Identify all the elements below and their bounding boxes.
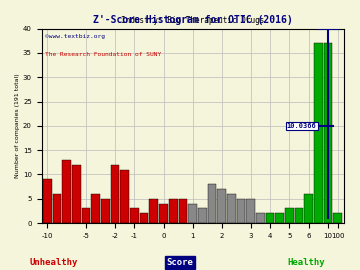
- Bar: [43, 179, 52, 223]
- Bar: [72, 165, 81, 223]
- Text: Healthy: Healthy: [287, 258, 325, 267]
- Bar: [305, 194, 313, 223]
- Bar: [169, 199, 177, 223]
- Bar: [179, 199, 187, 223]
- Bar: [91, 194, 100, 223]
- Bar: [140, 213, 148, 223]
- Bar: [149, 199, 158, 223]
- Bar: [62, 160, 71, 223]
- Bar: [266, 213, 274, 223]
- Text: The Research Foundation of SUNY: The Research Foundation of SUNY: [45, 52, 161, 57]
- Bar: [130, 208, 139, 223]
- Bar: [333, 213, 342, 223]
- Text: ©www.textbiz.org: ©www.textbiz.org: [45, 34, 104, 39]
- Bar: [101, 199, 110, 223]
- Bar: [324, 43, 333, 223]
- Bar: [120, 170, 129, 223]
- Bar: [198, 208, 207, 223]
- Bar: [188, 204, 197, 223]
- Y-axis label: Number of companies (191 total): Number of companies (191 total): [15, 73, 20, 178]
- Bar: [285, 208, 294, 223]
- Bar: [275, 213, 284, 223]
- Bar: [217, 189, 226, 223]
- Bar: [111, 165, 120, 223]
- Bar: [295, 208, 303, 223]
- Text: Unhealthy: Unhealthy: [30, 258, 78, 267]
- Bar: [208, 184, 216, 223]
- Text: Industry: Bio Therapeutic Drugs: Industry: Bio Therapeutic Drugs: [121, 16, 264, 25]
- Bar: [246, 199, 255, 223]
- Bar: [237, 199, 245, 223]
- Bar: [82, 208, 90, 223]
- Title: Z'-Score Histogram for OTIC (2016): Z'-Score Histogram for OTIC (2016): [93, 15, 292, 25]
- Bar: [53, 194, 61, 223]
- Bar: [314, 43, 323, 223]
- Text: 10.0366: 10.0366: [287, 123, 316, 129]
- Bar: [227, 194, 236, 223]
- Bar: [159, 204, 168, 223]
- Bar: [256, 213, 265, 223]
- Text: Score: Score: [167, 258, 193, 267]
